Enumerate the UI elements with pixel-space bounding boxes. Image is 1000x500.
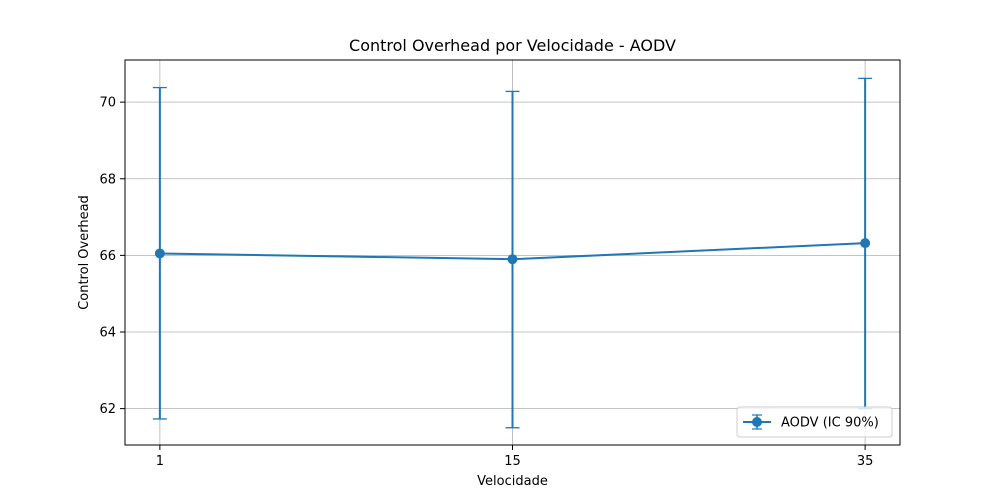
- legend-label: AODV (IC 90%): [781, 416, 879, 431]
- legend-handle: [743, 414, 771, 430]
- legend: AODV (IC 90%): [736, 406, 893, 438]
- y-tick-label: 64: [99, 325, 116, 340]
- y-tick-label: 62: [99, 402, 116, 417]
- data-point: [154, 248, 165, 259]
- y-tick-label: 68: [99, 172, 116, 187]
- legend-box: [736, 406, 893, 438]
- chart-title: Control Overhead por Velocidade - AODV: [349, 36, 676, 55]
- legend-marker: [752, 417, 762, 427]
- y-tick-label: 66: [99, 249, 116, 264]
- x-axis-label: Velocidade: [477, 474, 548, 489]
- y-tick-label: 70: [99, 96, 116, 111]
- x-tick-label: 1: [156, 454, 164, 469]
- data-point: [860, 238, 871, 249]
- series-layer: [152, 77, 873, 429]
- ticks: 1 15 35 62 64 66 68 70: [99, 96, 873, 469]
- data-point: [507, 254, 518, 265]
- x-tick-label: 15: [504, 454, 521, 469]
- y-axis-label: Control Overhead: [77, 195, 92, 310]
- x-tick-label: 35: [857, 454, 874, 469]
